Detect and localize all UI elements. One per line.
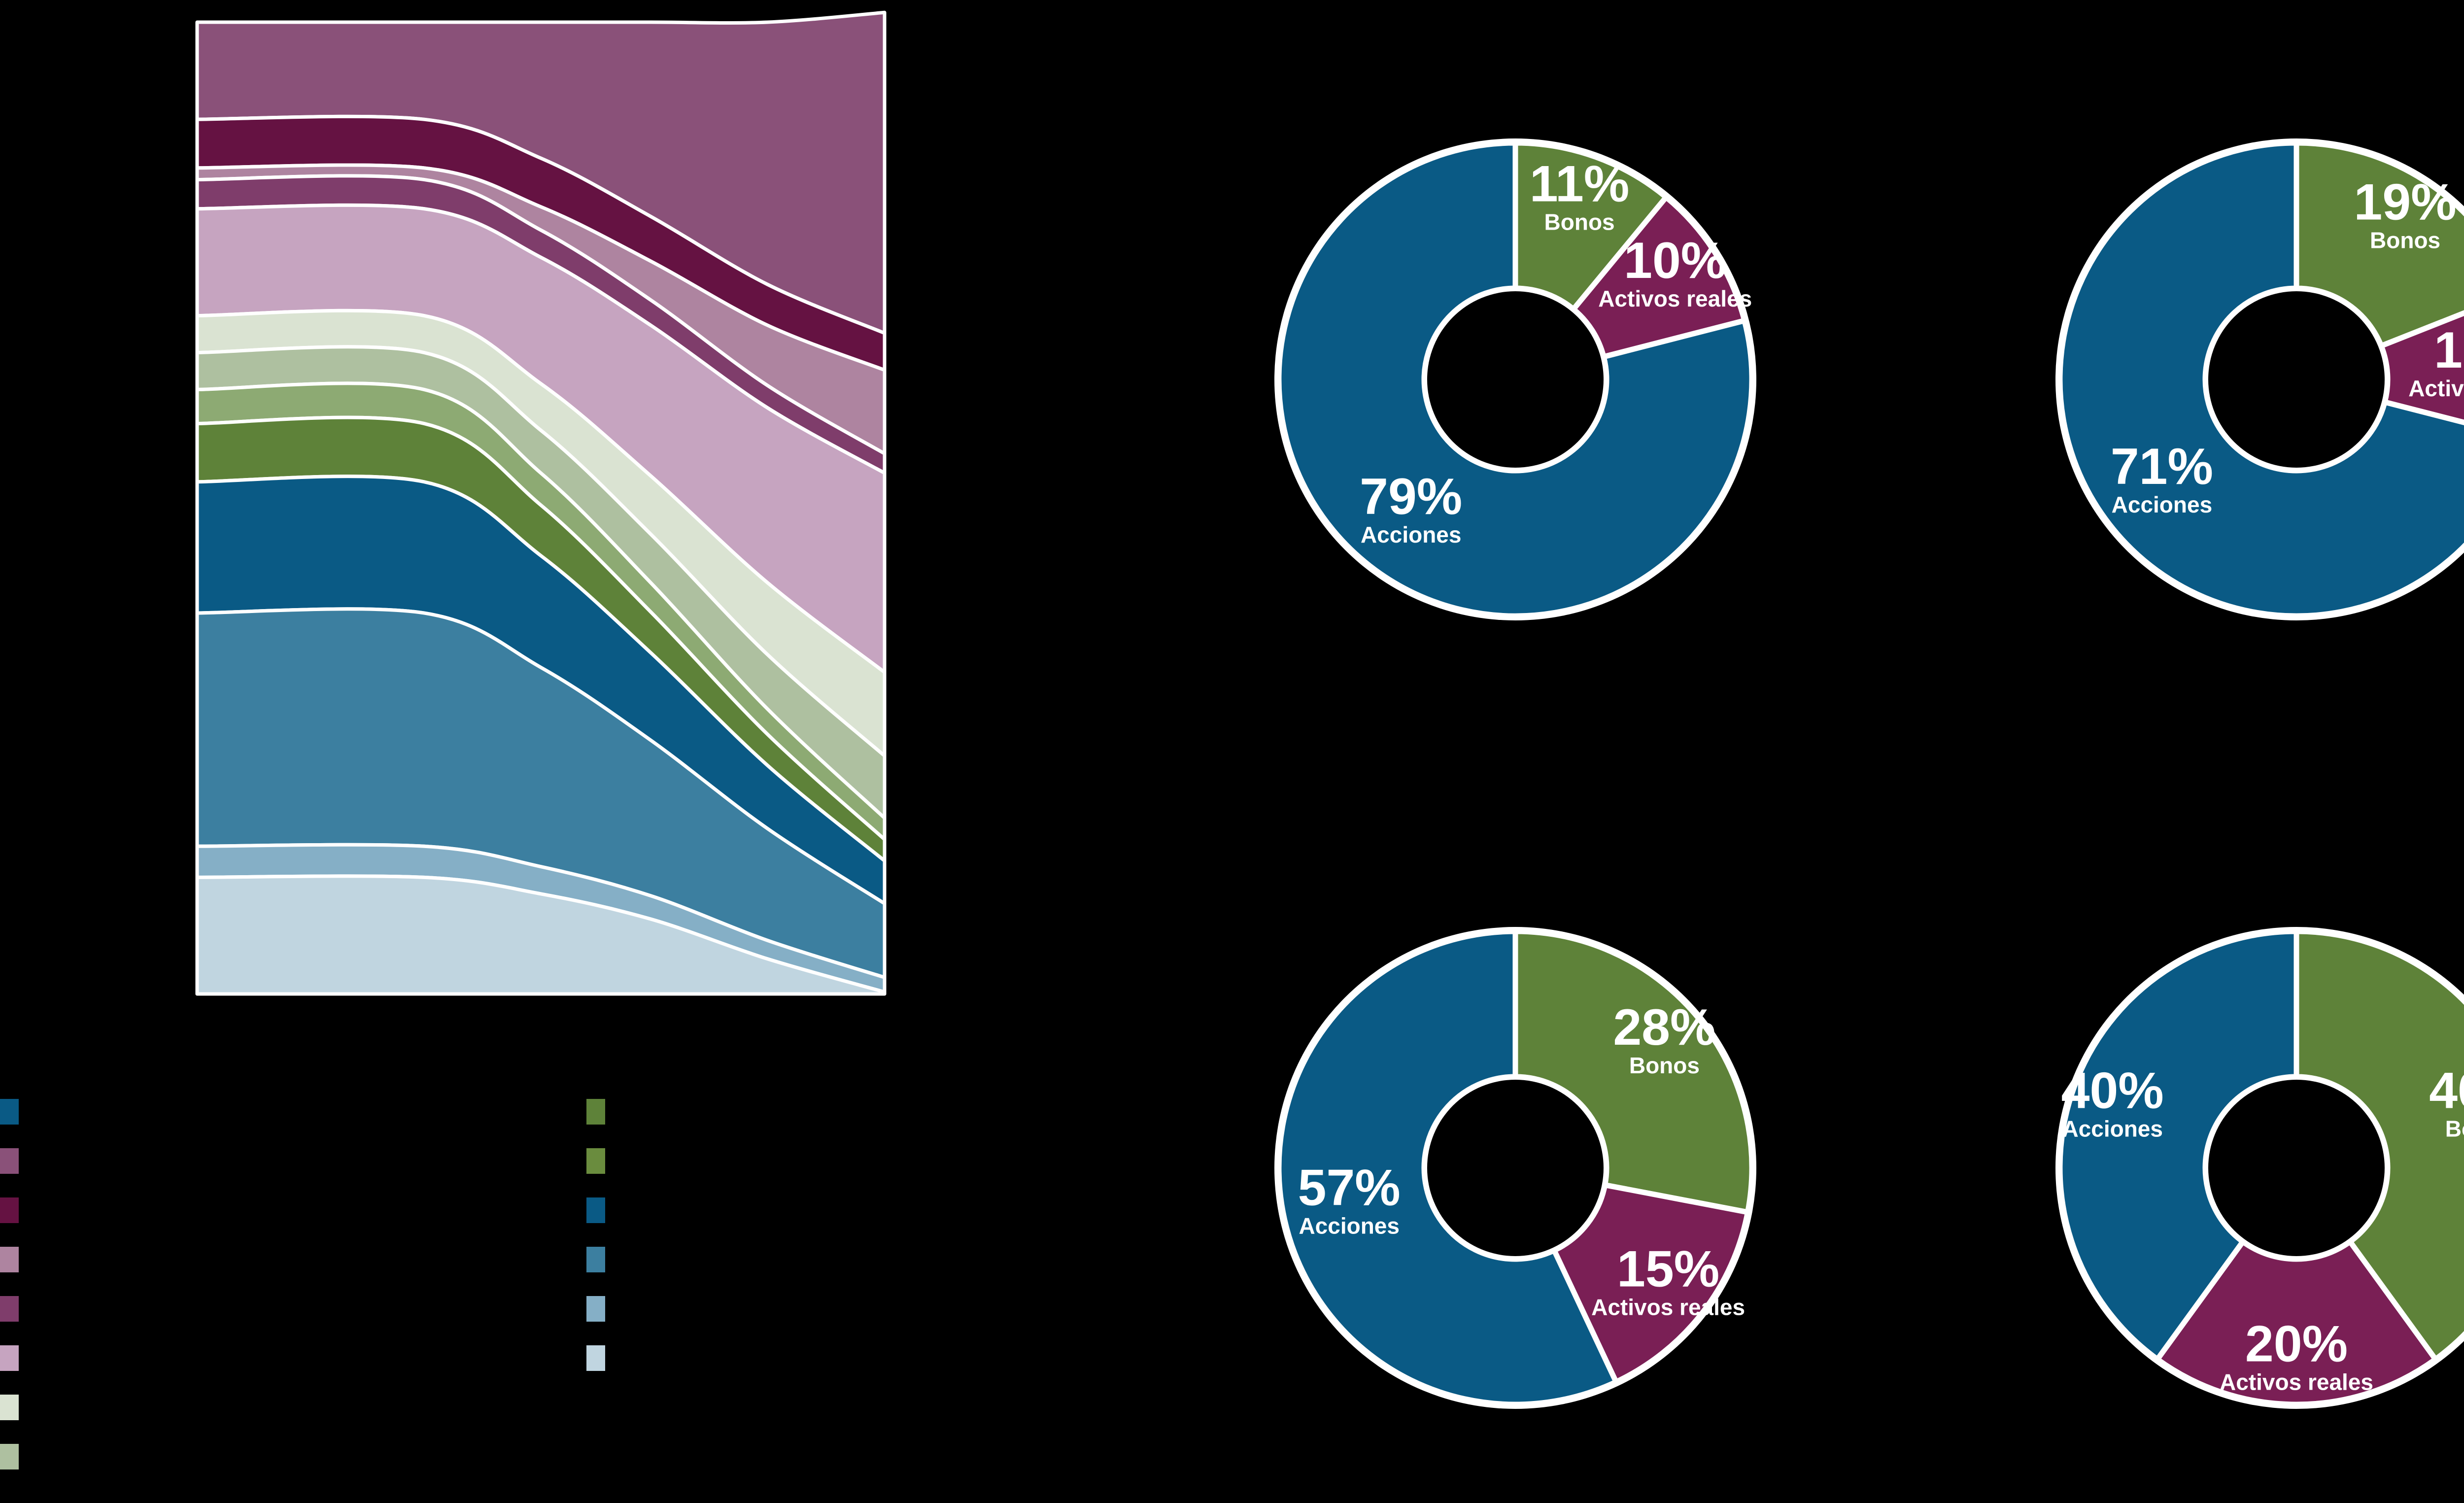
donut-slice-percent: 10% <box>1624 232 1726 289</box>
legend-item[interactable] <box>0 1197 32 1247</box>
legend-item[interactable] <box>586 1197 618 1247</box>
chart-legend <box>0 1099 739 1478</box>
donut-slice-label: Acciones <box>1361 522 1462 547</box>
legend-item[interactable] <box>0 1296 32 1345</box>
legend-swatch-icon <box>586 1197 605 1223</box>
donut-slice-percent: 28% <box>1613 999 1715 1056</box>
donut-center-hole <box>1427 1080 1604 1256</box>
donut-slice-bonos[interactable] <box>2293 928 2464 1362</box>
donut-slice-label: Bonos <box>1629 1053 1700 1078</box>
donut-slice-label: Bonos <box>1544 209 1615 235</box>
donut-slice-percent: 10% <box>2434 322 2464 379</box>
legend-item[interactable] <box>0 1148 32 1197</box>
legend-column-left <box>0 1099 32 1493</box>
donut-slice-label: Activos reales <box>2220 1369 2373 1395</box>
donut-slice-bonos[interactable] <box>1512 928 1755 1215</box>
legend-item[interactable] <box>586 1345 618 1395</box>
legend-swatch-icon <box>0 1247 19 1272</box>
donut-slice-activos-reales[interactable] <box>1571 194 1747 360</box>
legend-item[interactable] <box>586 1148 618 1197</box>
legend-column-right <box>586 1099 618 1395</box>
donut-slice-percent: 20% <box>2245 1316 2348 1373</box>
legend-item[interactable] <box>0 1247 32 1296</box>
donut-slice-activos-reales[interactable] <box>2378 292 2464 438</box>
legend-item[interactable] <box>0 1395 32 1444</box>
donut-bottom-left-svg: 28%Bonos 15%Activos reales 57%Acciones <box>1274 927 1756 1409</box>
donut-chart-top-left[interactable]: 11% Bonos 10% Activos reales 79% Acciones <box>1210 44 1821 715</box>
donut-center-hole <box>1427 291 1604 468</box>
legend-swatch-icon <box>0 1099 19 1125</box>
legend-item[interactable] <box>586 1296 618 1345</box>
donut-slice-acciones[interactable] <box>2057 140 2464 619</box>
donut-top-right-svg: 19%Bonos 10%Activos reales 71%Acciones <box>2055 138 2464 620</box>
donut-slice-percent: 15% <box>1617 1241 1719 1298</box>
donut-slice-percent: 40% <box>2061 1062 2164 1120</box>
donut-slice-activos-reales[interactable] <box>2155 1239 2438 1407</box>
donut-slice-acciones[interactable] <box>1276 140 1755 619</box>
donut-slice-bonos[interactable] <box>2293 140 2464 349</box>
donut-slice-activos-reales[interactable] <box>1551 1182 1750 1385</box>
legend-swatch-icon <box>0 1296 19 1322</box>
donut-slice-label: Acciones <box>2112 492 2213 517</box>
donut-slice-percent: 79% <box>1360 468 1462 525</box>
legend-swatch-icon <box>586 1148 605 1174</box>
donut-slice-label: Activos reales <box>2408 376 2464 401</box>
legend-swatch-icon <box>586 1247 605 1272</box>
donut-center-hole <box>2208 291 2385 468</box>
stacked-area-chart <box>0 0 986 1035</box>
donut-chart-bottom-left[interactable]: 28% Bonos 15% Activos reales 57% Acciones <box>1210 833 1821 1503</box>
legend-swatch-icon <box>0 1444 19 1469</box>
donut-slice-percent: 19% <box>2354 173 2457 231</box>
donut-center-hole <box>2208 1080 2385 1256</box>
donut-slice-label: Acciones <box>1299 1213 1400 1238</box>
donut-slice-percent: 40% <box>2429 1062 2464 1120</box>
donut-slice-label: Activos reales <box>1591 1295 1745 1320</box>
donut-slice-label: Bonos <box>2370 227 2440 253</box>
area-layer-layer-1 <box>195 874 887 996</box>
legend-swatch-icon <box>0 1345 19 1371</box>
donut-slice-percent: 57% <box>1298 1159 1401 1216</box>
donut-top-left-svg: 11%Bonos 10%Activos reales 79%Acciones <box>1274 138 1756 620</box>
donut-slice-label: Acciones <box>2062 1116 2163 1142</box>
donut-slice-label: Activos reales <box>1598 286 1752 311</box>
donut-slice-acciones[interactable] <box>2057 928 2299 1362</box>
legend-item[interactable] <box>0 1444 32 1493</box>
legend-swatch-icon <box>586 1099 605 1125</box>
stacked-area-chart-svg <box>195 10 887 996</box>
legend-swatch-icon <box>0 1148 19 1174</box>
legend-swatch-icon <box>586 1345 605 1371</box>
legend-item[interactable] <box>0 1345 32 1395</box>
donut-slice-acciones[interactable] <box>1276 928 1619 1407</box>
legend-swatch-icon <box>0 1197 19 1223</box>
donut-slice-label: Bonos <box>2445 1116 2464 1142</box>
donut-slice-percent: 11% <box>1530 156 1629 213</box>
legend-item[interactable] <box>586 1099 618 1148</box>
legend-swatch-icon <box>0 1395 19 1420</box>
legend-swatch-icon <box>586 1296 605 1322</box>
donut-slice-bonos[interactable] <box>1512 140 1669 312</box>
legend-item[interactable] <box>586 1247 618 1296</box>
legend-item[interactable] <box>0 1099 32 1148</box>
donut-chart-top-right[interactable]: 19%Bonos 10%Activos reales 71%Acciones <box>1991 44 2464 715</box>
donut-slice-percent: 71% <box>2111 438 2213 495</box>
